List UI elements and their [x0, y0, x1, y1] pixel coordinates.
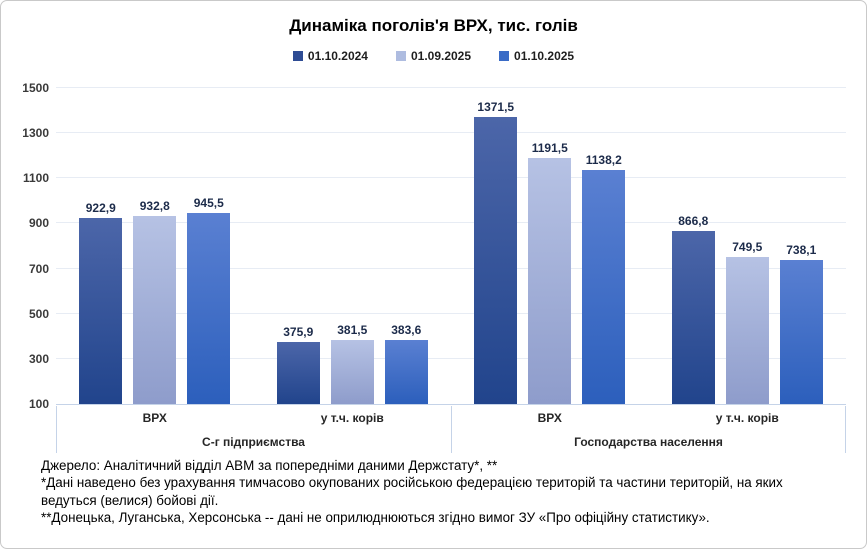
bar-group: 866,8 749,5 738,1	[649, 89, 847, 404]
legend-swatch	[499, 51, 510, 61]
category-label: ВРХ	[142, 411, 167, 425]
plot-area: 922,9 932,8 945,5 375,9 381,5 383,6 1371,5 1191…	[56, 87, 847, 405]
y-tick-label: 1100	[22, 171, 49, 186]
footer-line: *Дані наведено без урахування тимчасово …	[41, 475, 783, 508]
group-label: Господарства населення	[574, 435, 723, 449]
legend-item: 01.09.2025	[395, 49, 472, 63]
footer-line: Джерело: Аналітичний відділ АВМ за попер…	[41, 458, 498, 473]
legend-swatch	[395, 51, 406, 61]
category-label: у т.ч. корів	[320, 411, 384, 425]
bar: 866,8	[671, 214, 715, 404]
y-tick-label: 900	[28, 216, 49, 231]
bar: 1191,5	[528, 141, 572, 404]
bar-value-label: 738,1	[786, 242, 817, 257]
bar: 738,1	[779, 243, 823, 404]
bar-group: 375,9 381,5 383,6	[254, 89, 452, 404]
bar-value-label: 375,9	[283, 324, 314, 339]
y-tick-label: 100	[28, 397, 49, 411]
bar-group: 1371,5 1191,5 1138,2	[451, 89, 649, 404]
y-tick-label: 700	[28, 261, 49, 276]
bar-value-label: 932,8	[139, 199, 170, 214]
group-label: С-г підприємства	[202, 435, 305, 449]
category-area: ВРХ у т.ч. корів ВРХ у т.ч. корів С-г підпр…	[56, 406, 846, 453]
gridline	[56, 87, 846, 88]
gridline	[56, 177, 846, 179]
bar: 1371,5	[474, 100, 518, 404]
category-label: ВРХ	[537, 411, 562, 425]
legend-label: 01.10.2024	[307, 49, 368, 63]
category-label: у т.ч. корів	[715, 411, 779, 425]
bar-group: 922,9 932,8 945,5	[56, 89, 254, 404]
bar: 749,5	[725, 240, 769, 404]
bar-value-label: 1371,5	[477, 100, 515, 115]
legend-swatch	[292, 51, 303, 61]
gridline	[56, 132, 846, 134]
legend-item: 01.10.2025	[499, 49, 574, 63]
legend-label: 01.10.2025	[514, 49, 575, 63]
bar: 383,6	[384, 323, 428, 404]
bar-value-label: 749,5	[732, 240, 763, 255]
y-tick-label: 1300	[22, 126, 49, 141]
bar-value-label: 945,5	[193, 196, 224, 211]
chart-title: Динаміка поголів'я ВРХ, тис. голів	[289, 16, 578, 35]
bar: 932,8	[133, 199, 177, 404]
bar-value-label: 381,5	[337, 323, 368, 338]
bar: 945,5	[187, 196, 231, 404]
bar-value-label: 1191,5	[531, 140, 568, 155]
y-tick-label: 300	[28, 351, 49, 366]
legend-label: 01.09.2025	[410, 49, 472, 63]
y-tick-label: 1500	[22, 81, 49, 95]
footer-line: **Донецька, Луганська, Херсонська -- дан…	[41, 510, 710, 526]
bar-value-label: 922,9	[85, 201, 116, 216]
axis-separator	[451, 406, 452, 453]
axis-separator	[56, 406, 57, 453]
group-row: С-г підприємства Господарства населення	[56, 429, 846, 453]
bar-value-label: 1138,2	[585, 152, 622, 167]
category-row: ВРХ у т.ч. корів ВРХ у т.ч. корів	[56, 406, 846, 429]
y-axis: 100 300 500 700 900 1100 1300 1500	[1, 1, 49, 461]
axis-separator	[845, 406, 846, 453]
legend-item: 01.10.2024	[292, 49, 368, 63]
bar: 381,5	[330, 323, 374, 404]
legend: 01.10.2024 01.09.2025 01.10.2025	[1, 49, 866, 63]
bar-value-label: 383,6	[391, 323, 422, 337]
bar: 1138,2	[582, 153, 626, 404]
gridline	[56, 267, 846, 269]
bar: 922,9	[79, 201, 123, 404]
y-tick-label: 500	[28, 306, 49, 321]
gridline	[56, 357, 846, 359]
bar-value-label: 866,8	[678, 213, 709, 228]
bar: 375,9	[276, 325, 320, 404]
gridline	[56, 312, 846, 314]
footer: Джерело: Аналітичний відділ АВМ за попер…	[41, 457, 841, 527]
gridline	[56, 222, 846, 224]
